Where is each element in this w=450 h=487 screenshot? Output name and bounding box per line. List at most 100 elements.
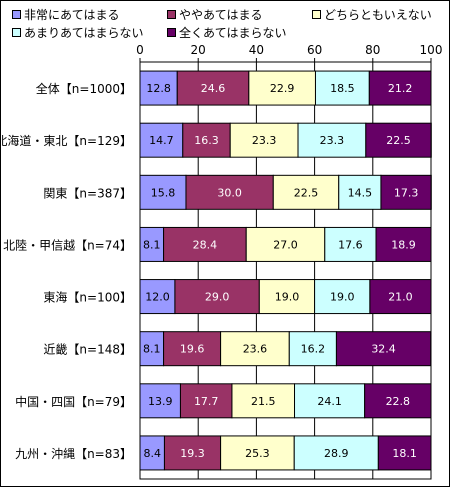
legend-item: 全くあてはまらない — [167, 24, 287, 40]
bar-segment — [220, 435, 295, 471]
bar-segment — [314, 279, 371, 315]
bar-segment — [179, 383, 233, 419]
data-label: 16.2 — [301, 343, 326, 356]
data-label: 23.3 — [320, 134, 345, 147]
x-tick-label: 60 — [307, 43, 322, 57]
bar-segment — [182, 122, 231, 158]
data-label: 32.4 — [371, 343, 396, 356]
data-label: 18.1 — [392, 447, 417, 460]
data-label: 21.5 — [251, 395, 276, 408]
legend-label: 全くあてはまらない — [179, 25, 287, 40]
bar-segment — [163, 331, 222, 367]
data-label: 8.1 — [143, 343, 161, 356]
data-label: 29.0 — [205, 291, 230, 304]
legend-item: どちらともいえない — [312, 6, 432, 22]
bar-segment — [139, 122, 184, 158]
legend-swatch — [167, 27, 176, 37]
data-label: 12.0 — [145, 291, 170, 304]
category-label: 東海【n=100】 — [43, 290, 132, 305]
x-tick-label: 40 — [249, 43, 264, 57]
x-tick-label: 20 — [191, 43, 206, 57]
bar-segment — [314, 70, 370, 106]
data-label: 18.9 — [391, 238, 416, 251]
bar-segment — [185, 174, 274, 210]
bar-segment — [139, 279, 176, 315]
bar-segment — [139, 174, 187, 210]
legend-label: 非常にあてはまる — [24, 7, 120, 22]
bar-segment — [174, 279, 260, 315]
category-label: 全体【n=1000】 — [36, 81, 132, 96]
bar-segment — [375, 226, 432, 262]
legend-swatch — [12, 27, 21, 37]
data-label: 19.0 — [330, 291, 355, 304]
x-tick-label: 100 — [420, 43, 443, 57]
data-label: 17.7 — [194, 395, 219, 408]
data-label: 19.3 — [180, 447, 205, 460]
bar-segment — [288, 331, 337, 367]
data-label: 25.3 — [245, 447, 270, 460]
legend-label: どちらともいえない — [324, 7, 432, 22]
bar-segment — [272, 174, 340, 210]
legend-label: あまりあてはまらない — [24, 25, 144, 40]
data-label: 13.9 — [148, 395, 173, 408]
x-tick-label: 0 — [136, 43, 144, 57]
data-label: 28.9 — [324, 447, 349, 460]
bar-segment — [231, 383, 296, 419]
data-label: 24.1 — [317, 395, 342, 408]
legend-item: あまりあてはまらない — [12, 24, 144, 40]
category-label: 近畿【n=148】 — [43, 343, 132, 357]
bar-segment — [229, 122, 299, 158]
data-label: 21.0 — [388, 291, 413, 304]
data-label: 19.0 — [275, 291, 300, 304]
bar-segment — [338, 174, 382, 210]
data-label: 14.5 — [348, 186, 373, 199]
data-label: 22.5 — [294, 186, 319, 199]
data-label: 8.4 — [143, 447, 161, 460]
bar-segment — [368, 70, 432, 106]
x-tick-label: 80 — [365, 43, 380, 57]
bar-segment — [248, 70, 316, 106]
category-label: 北海道・東北【n=129】 — [1, 133, 132, 148]
data-label: 27.0 — [273, 238, 298, 251]
data-label: 30.0 — [217, 186, 242, 199]
data-label: 17.3 — [394, 186, 419, 199]
data-label: 22.9 — [270, 82, 295, 95]
legend-item: ややあてはまる — [167, 6, 263, 22]
bar-segment — [245, 226, 326, 262]
data-label: 8.1 — [143, 238, 161, 251]
data-label: 28.4 — [193, 238, 218, 251]
data-label: 22.8 — [386, 395, 411, 408]
category-label: 中国・四国【n=79】 — [15, 394, 132, 409]
data-label: 19.6 — [180, 343, 205, 356]
data-label: 23.3 — [252, 134, 277, 147]
legend-label: ややあてはまる — [179, 7, 263, 22]
bar-segment — [293, 435, 379, 471]
category-label: 関東【n=387】 — [43, 186, 132, 200]
category-label: 北陸・甲信越【n=74】 — [3, 238, 132, 252]
legend: 非常にあてはまる ややあてはまる どちらともいえないあまりあてはまらない 全くあてはま… — [7, 5, 447, 45]
bar-segment — [297, 122, 367, 158]
bar-segment — [139, 383, 181, 419]
legend-swatch — [312, 9, 321, 19]
bar-segment — [365, 122, 432, 158]
legend-swatch — [167, 9, 176, 19]
data-label: 15.8 — [151, 186, 176, 199]
bar-segment — [380, 174, 432, 210]
data-label: 12.8 — [146, 82, 171, 95]
bar-segment — [163, 435, 222, 471]
data-label: 14.7 — [149, 134, 174, 147]
bar-segment — [364, 383, 432, 419]
category-label: 九州・沖縄【n=83】 — [15, 446, 132, 461]
data-label: 17.6 — [338, 238, 363, 251]
data-label: 22.5 — [386, 134, 411, 147]
data-label: 16.3 — [194, 134, 219, 147]
data-label: 21.2 — [388, 82, 413, 95]
data-label: 24.6 — [201, 82, 226, 95]
legend-item: 非常にあてはまる — [12, 6, 120, 22]
bar-segment — [176, 70, 250, 106]
plot-border — [139, 61, 432, 480]
data-label: 23.6 — [243, 343, 268, 356]
legend-swatch — [12, 9, 21, 19]
